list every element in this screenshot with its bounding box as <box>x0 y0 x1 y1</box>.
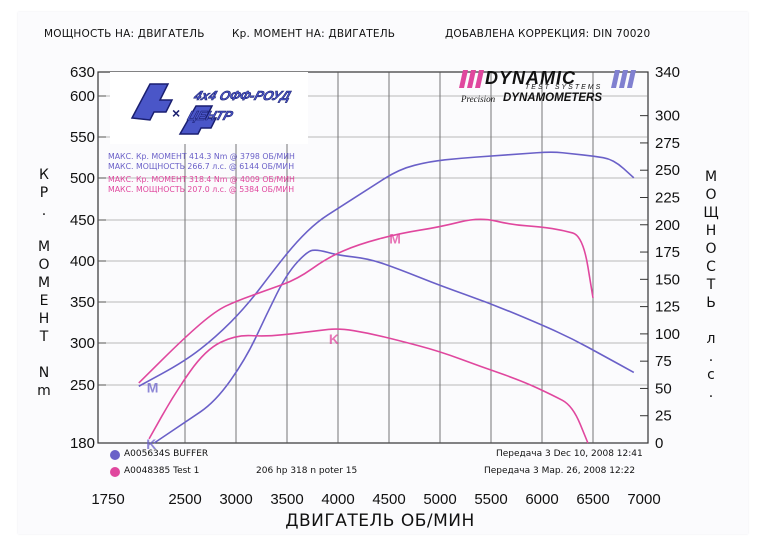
y2-tick-label: 275 <box>655 135 680 152</box>
left-axis-label-char: Н <box>38 311 50 327</box>
right-axis-label-char <box>703 312 719 330</box>
series-line-1 <box>153 249 635 444</box>
x-tick-label: 5500 <box>474 491 507 508</box>
x-tick-label: 3500 <box>270 491 303 508</box>
y2-tick-label: 125 <box>655 299 680 316</box>
x-tick-label: 6000 <box>525 491 558 508</box>
y-tick-label: 350 <box>70 294 95 311</box>
y2-tick-label: 340 <box>655 64 680 81</box>
x-tick-label: 5000 <box>423 491 456 508</box>
run-note: 206 hp 318 n poter 15 <box>256 466 358 476</box>
y2-tick-label: 75 <box>655 353 672 370</box>
dynamic-logo-script: Precision <box>461 94 496 104</box>
run2-date: Передача 3 Мар. 26, 2008 12:22 <box>484 466 636 476</box>
run1-date: Передача 3 Dec 10, 2008 12:41 <box>496 449 643 459</box>
left-axis-label-char: m <box>37 383 51 399</box>
y-tick-label: 250 <box>70 377 95 394</box>
run1-legend-dot <box>110 450 120 460</box>
series-line-0 <box>138 151 635 387</box>
dynamic-logo-title: DYNAMIC <box>485 68 576 88</box>
y-tick-label: 180 <box>70 435 95 452</box>
x-tick-label: 6500 <box>576 491 609 508</box>
header-correction: ДОБАВЛЕНА КОРРЕКЦИЯ: DIN 70020 <box>445 28 651 40</box>
y-tick-label: 500 <box>70 170 95 187</box>
info-run1-power: МАКС. МОЩНОСТЬ 266.7 л.с. @ 6144 ОБ/МИН <box>108 161 295 171</box>
right-axis-label-char: О <box>705 187 717 203</box>
run1-name: A005634S BUFFER <box>124 449 209 459</box>
x-tick-label: 1750 <box>91 491 124 508</box>
right-axis-label-char: л <box>706 331 716 347</box>
header-torque-on: Кр. МОМЕНТ НА: ДВИГАТЕЛЬ <box>232 28 396 40</box>
y2-tick-label: 200 <box>655 217 680 234</box>
plot-frame <box>97 71 649 444</box>
left-axis-label-char: Р <box>39 185 49 201</box>
right-axis-label-char: . <box>708 385 714 401</box>
right-axis-label-char: Ь <box>706 295 716 311</box>
series-line-3 <box>148 328 589 444</box>
series-line-2 <box>138 218 594 384</box>
y2-tick-label: 225 <box>655 189 680 206</box>
right-axis-label-char: С <box>706 259 716 275</box>
offroad-logo-icon: × <box>130 83 218 135</box>
left-axis-label-char <box>36 220 52 238</box>
y2-tick-label: 0 <box>655 435 663 452</box>
header-power-on: МОЩНОСТЬ НА: ДВИГАТЕЛЬ <box>44 28 205 40</box>
y2-tick-label: 25 <box>655 408 672 425</box>
left-axis-label-char: . <box>41 203 47 219</box>
curve-marker: M <box>147 379 159 395</box>
x-tick-label: 4500 <box>372 491 405 508</box>
right-axis-label-char: Т <box>706 277 716 293</box>
x-tick-label: 7000 <box>627 491 660 508</box>
y-tick-label: 400 <box>70 253 95 270</box>
curve-marker: M <box>389 230 401 246</box>
offroad-center-logo: × 4x4 ОФФ-РОУД ЦЕНТР <box>110 72 308 144</box>
left-axis-label-char: Т <box>39 329 49 345</box>
left-axis-label-char: О <box>38 257 50 273</box>
right-axis-label-char: с <box>707 367 715 383</box>
y2-tick-label: 100 <box>655 326 680 343</box>
run2-legend-dot <box>110 467 120 477</box>
svg-text:×: × <box>172 105 180 121</box>
info-run1: МАКС. Кр. МОМЕНТ 414.3 Nm @ 3798 ОБ/МИН … <box>108 152 295 171</box>
dynamic-stripes-icon <box>459 70 636 88</box>
right-axis-label-char: . <box>708 349 714 365</box>
left-axis-label-char: Е <box>39 293 49 309</box>
run2-name: A0048385 Test 1 <box>124 466 200 476</box>
x-axis-label: ДВИГАТЕЛЬ ОБ/МИН <box>285 511 475 531</box>
y2-tick-label: 175 <box>655 244 680 261</box>
curve-marker: K <box>329 331 339 347</box>
left-axis-label-char: N <box>38 365 50 381</box>
y-tick-label: 300 <box>70 335 95 352</box>
curve-marker: K <box>146 436 156 452</box>
left-axis-label-char <box>36 346 52 364</box>
x-tick-label: 4000 <box>321 491 354 508</box>
info-run2-torque: МАКС. Кр. МОМЕНТ 318.4 Nm @ 4009 ОБ/МИН <box>108 175 295 184</box>
y-tick-label: 630 <box>70 64 95 81</box>
dynamic-logo-subtitle: TEST SYSTEMS <box>525 84 603 91</box>
y-tick-label: 600 <box>70 88 95 105</box>
y2-tick-label: 150 <box>655 271 680 288</box>
dynamic-test-systems-logo: DYNAMIC TEST SYSTEMS Precision DYNAMOMET… <box>455 68 645 108</box>
info-run2: МАКС. Кр. МОМЕНТ 318.4 Nm @ 4009 ОБ/МИН … <box>108 175 295 194</box>
y2-tick-label: 250 <box>655 162 680 179</box>
info-run2-power: МАКС. МОЩНОСТЬ 207.0 л.с. @ 5384 ОБ/МИН <box>108 184 295 194</box>
x-tick-label: 3000 <box>219 491 252 508</box>
right-axis-label-char: Щ <box>703 205 719 221</box>
y2-tick-label: 300 <box>655 108 680 125</box>
left-axis-label-char: М <box>37 239 51 255</box>
dynamic-logo-bottom: DYNAMOMETERS <box>503 92 603 104</box>
right-axis-label-char: Н <box>705 223 717 239</box>
left-axis-label-char: М <box>37 275 51 291</box>
left-axis-label-char: К <box>39 167 49 183</box>
offroad-logo-text: 4x4 ОФФ-РОУД ЦЕНТР <box>185 88 294 124</box>
y-tick-label: 450 <box>70 212 95 229</box>
info-run1-torque: МАКС. Кр. МОМЕНТ 414.3 Nm @ 3798 ОБ/МИН <box>108 152 295 161</box>
right-axis-label-char: М <box>704 169 718 185</box>
right-axis-label-char: О <box>705 241 717 257</box>
y2-tick-label: 50 <box>655 380 672 397</box>
x-tick-label: 2500 <box>168 491 201 508</box>
y-tick-label: 550 <box>70 129 95 146</box>
